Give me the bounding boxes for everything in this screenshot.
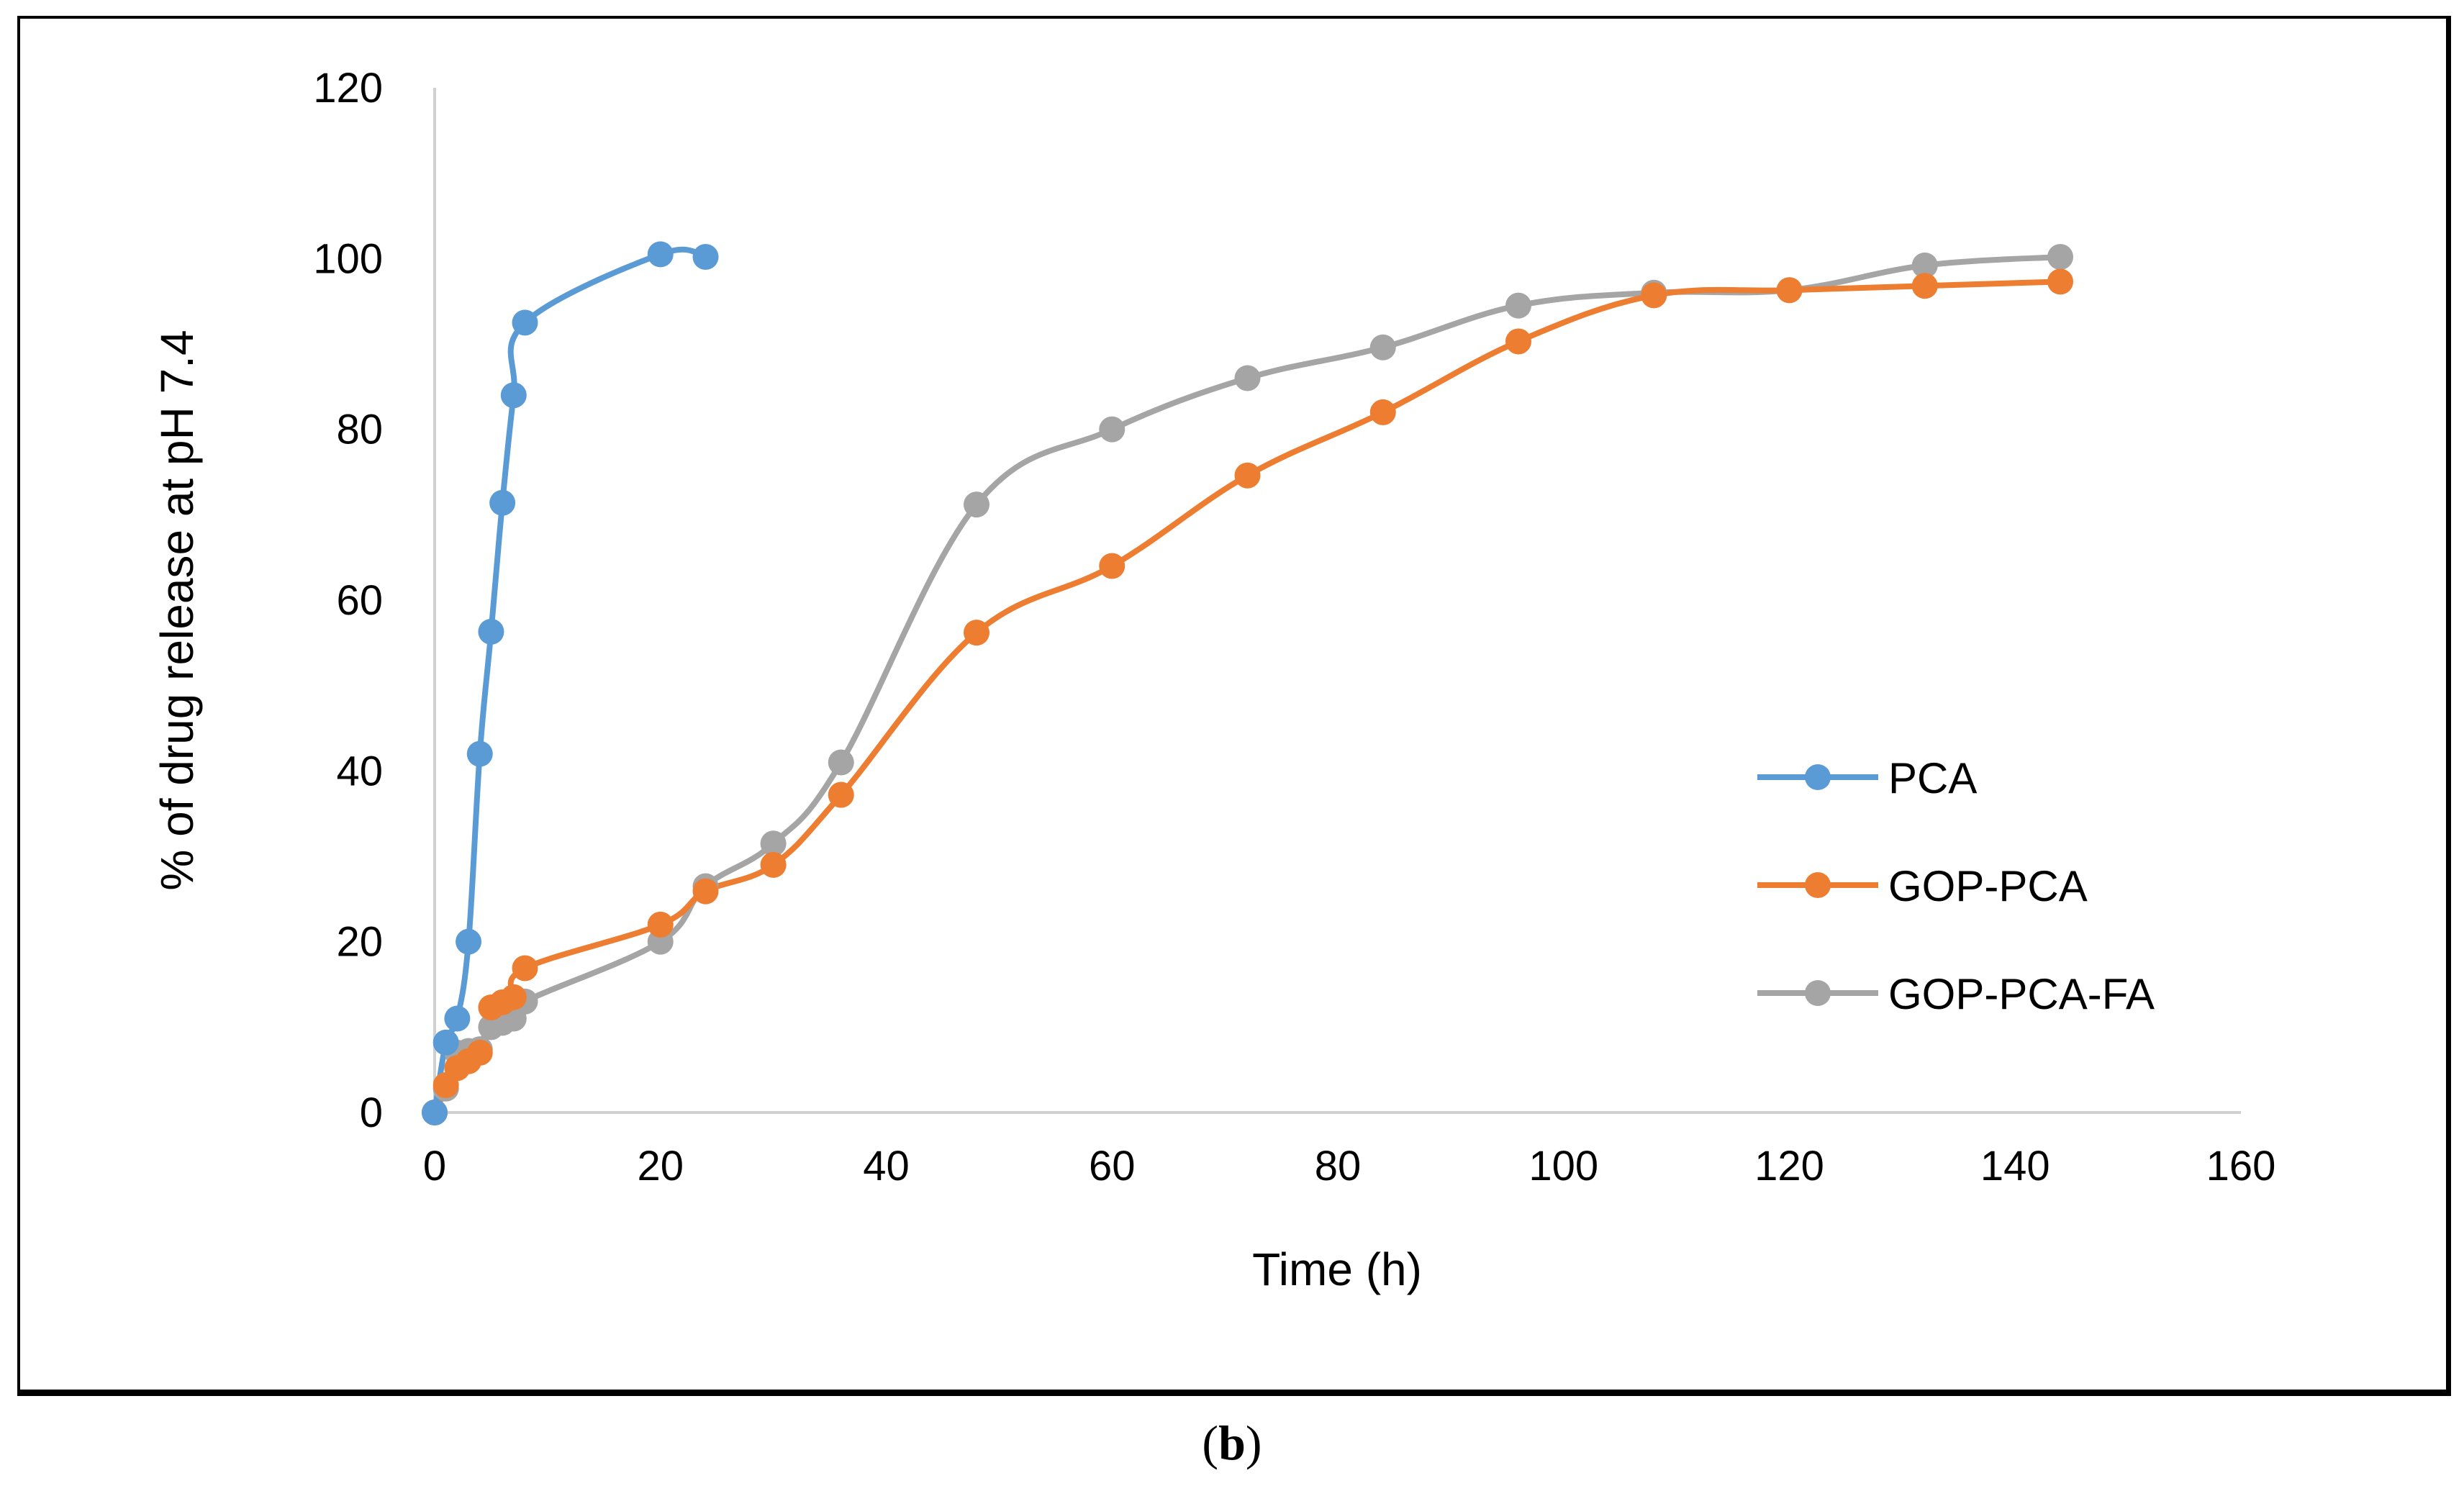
- data-point-gop-pca-fa: [1369, 334, 1396, 361]
- x-tick-label: 100: [1528, 1143, 1598, 1189]
- x-tick-label: 60: [1089, 1143, 1136, 1189]
- x-tick-label: 160: [2206, 1143, 2276, 1189]
- legend-label-pca: PCA: [1888, 754, 1977, 802]
- x-axis-title: Time (h): [1252, 1243, 1422, 1295]
- data-point-pca: [466, 740, 493, 767]
- figure-frame: [17, 16, 2451, 1396]
- y-tick-label: 120: [313, 65, 383, 112]
- data-point-gop-pca: [1099, 553, 1125, 579]
- data-point-pca: [489, 489, 516, 516]
- data-point-pca: [512, 309, 538, 336]
- legend: PCA GOP-PCA GOP-PCA-FA: [1757, 754, 2155, 1018]
- data-point-gop-pca: [1234, 462, 1261, 489]
- legend-label-gop-pca: GOP-PCA: [1888, 862, 2088, 910]
- y-axis-title: % of drug release at pH 7.4: [151, 330, 203, 890]
- data-point-gop-pca-fa: [1099, 416, 1125, 443]
- legend-marker-pca: [1805, 764, 1831, 790]
- caption-letter: b: [1218, 1415, 1246, 1470]
- y-tick-label: 20: [336, 919, 383, 966]
- caption-close: ): [1245, 1415, 1262, 1470]
- data-point-gop-pca: [964, 620, 989, 646]
- data-point-pca: [500, 382, 527, 409]
- y-tick-label: 0: [360, 1089, 383, 1136]
- data-point-gop-pca-fa: [2047, 243, 2073, 270]
- series-markers: [422, 241, 2073, 1125]
- x-tick-label: 140: [1980, 1143, 2050, 1189]
- data-point-gop-pca: [692, 878, 719, 905]
- caption-open: (: [1202, 1415, 1219, 1470]
- y-tick-label: 80: [336, 407, 383, 453]
- y-tick-label: 100: [313, 235, 383, 282]
- x-tick-label: 40: [863, 1143, 910, 1189]
- x-tick-label: 120: [1754, 1143, 1824, 1189]
- legend-marker-gop-pca-fa: [1805, 980, 1831, 1006]
- x-tick-label: 20: [637, 1143, 684, 1189]
- data-point-pca: [432, 1029, 459, 1056]
- y-tick-label: 60: [336, 577, 383, 624]
- data-point-gop-pca: [512, 955, 538, 982]
- y-tick-label: 40: [336, 748, 383, 794]
- data-point-pca: [444, 1005, 471, 1032]
- data-point-gop-pca: [500, 984, 527, 1010]
- x-tick-label: 0: [423, 1143, 446, 1189]
- x-tick-label: 80: [1315, 1143, 1362, 1189]
- data-point-gop-pca: [647, 911, 674, 938]
- data-point-pca: [456, 928, 482, 955]
- data-point-gop-pca: [760, 851, 787, 878]
- data-point-gop-pca: [2047, 268, 2073, 295]
- data-point-gop-pca: [828, 781, 854, 808]
- data-point-gop-pca-fa: [1234, 365, 1261, 391]
- data-point-pca: [647, 241, 674, 268]
- legend-label-gop-pca-fa: GOP-PCA-FA: [1888, 970, 2155, 1018]
- data-point-gop-pca-fa: [964, 491, 989, 518]
- data-point-gop-pca: [1369, 399, 1396, 425]
- figure-caption: (b): [0, 1415, 2464, 1472]
- data-point-pca: [478, 618, 504, 645]
- data-point-gop-pca-fa: [828, 749, 854, 776]
- data-point-pca: [692, 243, 719, 270]
- data-point-gop-pca: [466, 1039, 493, 1066]
- data-point-gop-pca: [1505, 328, 1531, 355]
- legend-marker-gop-pca: [1805, 872, 1831, 898]
- data-point-gop-pca: [1641, 282, 1667, 309]
- data-point-gop-pca-fa: [1911, 252, 1938, 278]
- data-point-gop-pca: [1776, 277, 1803, 304]
- data-point-gop-pca: [1911, 273, 1938, 299]
- data-point-gop-pca-fa: [1505, 292, 1531, 319]
- data-point-pca: [422, 1100, 448, 1125]
- axes: 0 20 40 60 80 100 120 140 160 0 20 40 60 80 100 120: [313, 65, 2275, 1189]
- data-point-gop-pca-fa: [760, 830, 787, 857]
